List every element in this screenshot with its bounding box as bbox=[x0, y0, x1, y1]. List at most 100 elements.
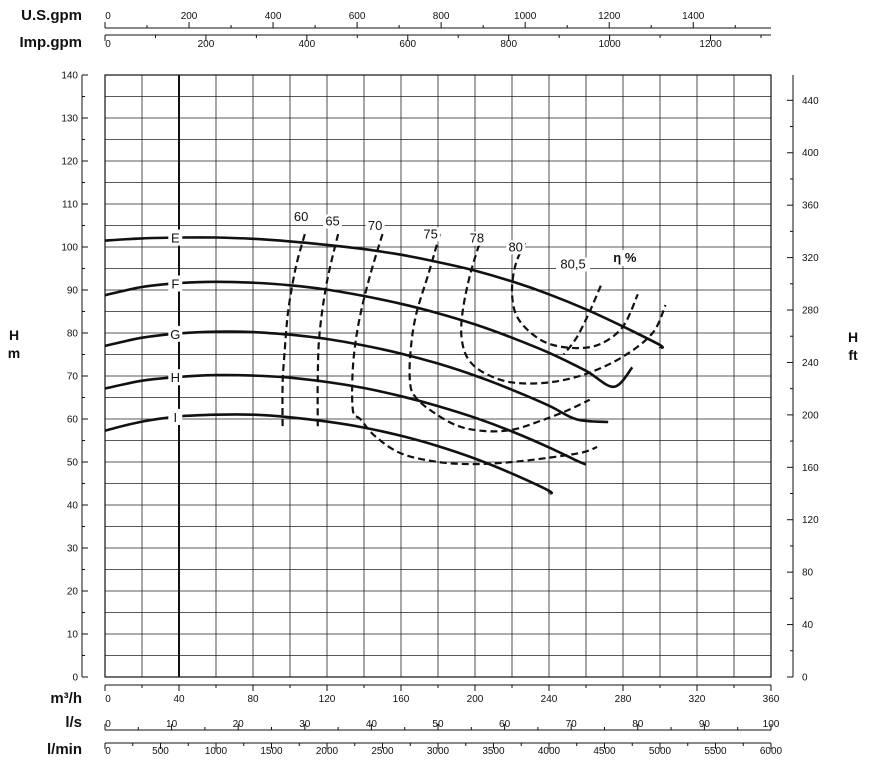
y2-tick-label: 240 bbox=[802, 358, 819, 369]
m3h-axis-tick-label: 240 bbox=[541, 694, 558, 705]
y-tick-label: 100 bbox=[61, 243, 78, 254]
efficiency-title: η % bbox=[613, 250, 637, 265]
curve-label-E: E bbox=[171, 231, 180, 246]
lmin-axis-tick-label: 500 bbox=[152, 746, 169, 757]
efficiency-label-bg bbox=[556, 257, 591, 272]
curve-label-bg bbox=[168, 325, 183, 342]
chart-grid bbox=[104, 74, 772, 678]
curve-label-bg bbox=[168, 275, 183, 292]
curve-label-G: G bbox=[170, 327, 180, 342]
us-gpm-axis-tick-label: 800 bbox=[433, 11, 450, 22]
efficiency-label-bg bbox=[323, 214, 343, 229]
head-curve-H bbox=[104, 373, 587, 466]
us-gpm-axis-tick-label: 600 bbox=[349, 11, 366, 22]
us-gpm-axis-tick-label: 1200 bbox=[598, 11, 621, 22]
lmin-axis-tick-label: 4500 bbox=[593, 746, 616, 757]
imp-gpm-axis-tick-label: 800 bbox=[500, 39, 517, 50]
imp-gpm-axis-tick-label: 0 bbox=[105, 39, 111, 50]
efficiency-label: 60 bbox=[294, 209, 308, 224]
efficiency-label: 80,5 bbox=[560, 257, 585, 272]
m3h-axis-tick-label: 80 bbox=[247, 694, 259, 705]
curve-label-F: F bbox=[171, 277, 179, 292]
y-tick-label: 20 bbox=[67, 587, 79, 598]
us-gpm-axis-tick-label: 1000 bbox=[514, 11, 537, 22]
lmin-axis-tick-label: 1000 bbox=[205, 746, 228, 757]
plot-frame bbox=[104, 74, 772, 678]
efficiency-label: 75 bbox=[423, 226, 437, 241]
y-axis-unit-left: H bbox=[9, 327, 19, 343]
imp-gpm-axis-tick-label: 1200 bbox=[699, 39, 722, 50]
efficiency-curve-80 bbox=[510, 242, 639, 350]
curve-label-I: I bbox=[173, 410, 177, 425]
y2-tick-label: 360 bbox=[802, 201, 819, 212]
y2-tick-label: 80 bbox=[802, 568, 814, 579]
imp-gpm-axis-tick-label: 200 bbox=[198, 39, 215, 50]
m3h-axis-tick-label: 0 bbox=[105, 694, 111, 705]
efficiency-curve-75 bbox=[408, 233, 591, 433]
y-axis-unit-right: H bbox=[848, 329, 858, 345]
efficiency-curve-65 bbox=[316, 233, 340, 428]
y2-tick-label: 280 bbox=[802, 306, 819, 317]
y2-tick-label: 120 bbox=[802, 515, 819, 526]
y2-tick-label: 0 bbox=[802, 673, 808, 684]
y-tick-label: 80 bbox=[67, 329, 79, 340]
ls-axis-tick-label: 70 bbox=[566, 719, 578, 730]
curve-label-bg bbox=[168, 369, 183, 386]
lmin-axis-tick-label: 6000 bbox=[760, 746, 783, 757]
head-curve-E bbox=[104, 236, 665, 350]
y-tick-label: 90 bbox=[67, 286, 79, 297]
efficiency-curve-60 bbox=[281, 233, 306, 428]
lmin-axis-tick-label: 4000 bbox=[538, 746, 561, 757]
ls-axis-tick-label: 90 bbox=[699, 719, 711, 730]
y-axis-unit-right: ft bbox=[848, 347, 858, 363]
head-curve-F bbox=[104, 280, 634, 389]
y-tick-label: 60 bbox=[67, 415, 79, 426]
m3h-axis-tick-label: 280 bbox=[615, 694, 632, 705]
lmin-axis-tick-label: 5500 bbox=[704, 746, 727, 757]
efficiency-label: 78 bbox=[470, 231, 484, 246]
imp-gpm-axis-tick-label: 1000 bbox=[598, 39, 621, 50]
y-tick-label: 10 bbox=[67, 630, 79, 641]
y2-tick-label: 40 bbox=[802, 620, 814, 631]
y2-tick-label: 160 bbox=[802, 463, 819, 474]
us-gpm-axis-tick-label: 400 bbox=[265, 11, 282, 22]
imp-gpm-axis-tick-label: 400 bbox=[299, 39, 316, 50]
efficiency-label: 70 bbox=[368, 218, 382, 233]
m3h-axis-tick-label: 360 bbox=[763, 694, 780, 705]
y2-tick-label: 320 bbox=[802, 253, 819, 264]
efficiency-label-bg bbox=[291, 210, 311, 225]
y-tick-label: 120 bbox=[61, 157, 78, 168]
m3h-axis-tick-label: 120 bbox=[319, 694, 336, 705]
y2-tick-label: 400 bbox=[802, 148, 819, 159]
ls-axis-tick-label: 40 bbox=[366, 719, 378, 730]
head-curve-G bbox=[104, 330, 609, 424]
lmin-axis-tick-label: 1500 bbox=[260, 746, 283, 757]
imp-gpm-axis-tick-label: 600 bbox=[399, 39, 416, 50]
m3h-axis-tick-label: 160 bbox=[393, 694, 410, 705]
efficiency-label: 80 bbox=[508, 239, 522, 254]
y-tick-label: 110 bbox=[62, 200, 78, 211]
lmin-axis-tick-label: 0 bbox=[105, 746, 111, 757]
y-tick-label: 130 bbox=[61, 114, 78, 125]
y2-tick-label: 440 bbox=[802, 96, 819, 107]
ls-axis-tick-label: 20 bbox=[233, 719, 245, 730]
efficiency-label-bg bbox=[506, 240, 526, 255]
us-gpm-axis-unit-label: U.S.gpm bbox=[21, 7, 82, 24]
efficiency-label-bg bbox=[467, 231, 487, 246]
efficiency-label-bg bbox=[365, 218, 385, 233]
m3h-axis-tick-label: 200 bbox=[467, 694, 484, 705]
m3h-axis-tick-label: 320 bbox=[689, 694, 706, 705]
y-axis-unit-left: m bbox=[8, 345, 20, 361]
ls-axis-unit-label: l/s bbox=[65, 714, 82, 731]
ls-axis-tick-label: 50 bbox=[432, 719, 444, 730]
y2-tick-label: 200 bbox=[802, 410, 819, 421]
lmin-axis-tick-label: 3000 bbox=[427, 746, 450, 757]
m3h-axis-unit-label: m³/h bbox=[50, 690, 82, 707]
chart-axes: 0102030405060708090100110120130140Hm0408… bbox=[8, 7, 858, 758]
lmin-axis-unit-label: l/min bbox=[47, 741, 82, 758]
efficiency-label-bg bbox=[421, 227, 441, 242]
y-tick-label: 70 bbox=[67, 372, 79, 383]
lmin-axis-tick-label: 3500 bbox=[482, 746, 505, 757]
m3h-axis-tick-label: 40 bbox=[173, 694, 185, 705]
ls-axis-tick-label: 10 bbox=[166, 719, 178, 730]
